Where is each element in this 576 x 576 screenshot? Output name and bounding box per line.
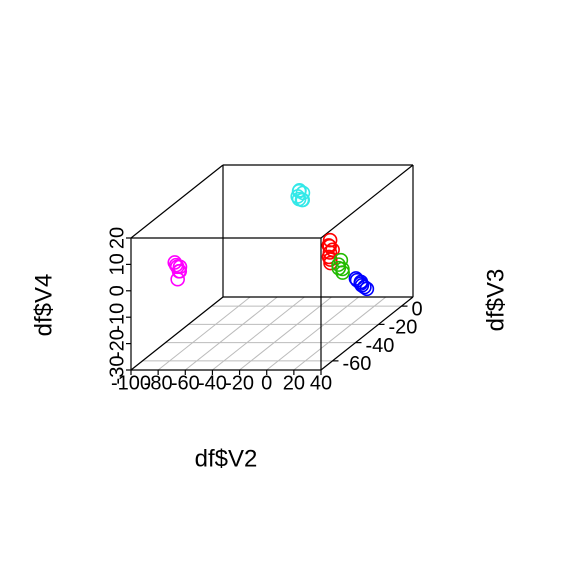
point <box>357 279 372 295</box>
z-tick-label: 0 <box>106 285 128 296</box>
z-tick-label: 20 <box>106 227 128 249</box>
y-axis-title: df$V3 <box>482 269 509 332</box>
box-edge <box>320 296 414 371</box>
x-tick-label: 40 <box>310 372 332 394</box>
point <box>323 252 338 267</box>
grid-line <box>157 296 251 371</box>
point <box>353 276 369 291</box>
x-tick-label: -40 <box>198 372 227 394</box>
y-tick-label: -40 <box>366 335 395 357</box>
grid-line <box>293 296 387 371</box>
x-axis-title: df$V2 <box>195 445 258 472</box>
point <box>333 252 349 268</box>
grid-line <box>184 296 278 371</box>
x-tick-label: -80 <box>144 372 173 394</box>
grid-line <box>266 296 360 371</box>
z-axis-title: df$V4 <box>30 274 57 337</box>
z-tick-label: -20 <box>106 329 128 358</box>
y-tick-label: -60 <box>343 353 372 375</box>
y-tick-label: 0 <box>412 298 423 320</box>
point <box>322 245 338 260</box>
box-edge <box>130 164 224 239</box>
point <box>292 183 307 198</box>
x-tick-label: -20 <box>225 372 254 394</box>
point <box>291 191 307 207</box>
x-tick-label: 20 <box>283 372 305 394</box>
z-tick-label: 10 <box>106 253 128 275</box>
box-edge <box>130 296 224 371</box>
z-tick-label: -10 <box>106 303 128 332</box>
grid-line <box>212 296 305 371</box>
point <box>169 259 185 275</box>
x-tick-label: -100 <box>111 372 151 394</box>
x-tick-label: 0 <box>261 372 272 394</box>
z-tick-label: -30 <box>106 356 128 385</box>
x-tick-label: -60 <box>171 372 200 394</box>
box-edge <box>320 164 414 239</box>
point <box>170 271 185 287</box>
y-tick-label: -20 <box>389 317 418 339</box>
grid-line <box>239 296 332 371</box>
point <box>331 260 347 276</box>
